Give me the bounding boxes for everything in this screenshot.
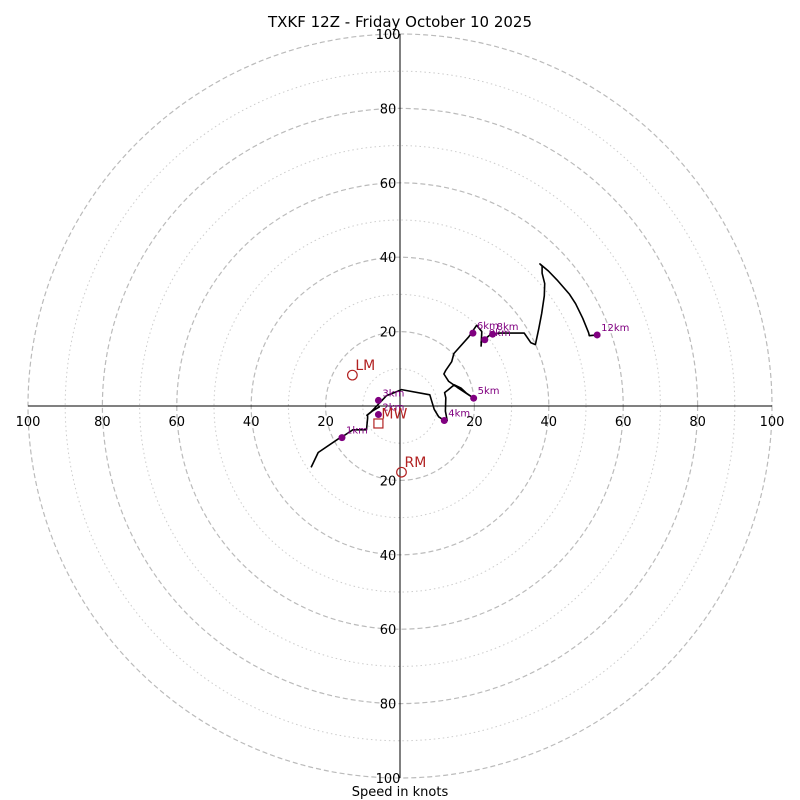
tick-left-60: 60 [169, 415, 186, 430]
storm-motion-mw-label: MW [381, 406, 407, 422]
axis-ticks: 100 80 60 40 20 20 40 60 80 100 20 40 60 80 100 20 40 60 8… [16, 28, 785, 787]
tick-top-20: 20 [380, 326, 397, 341]
height-label-2km: 2km [382, 403, 404, 414]
height-label-12km: 12km [601, 323, 629, 334]
tick-right-20: 20 [466, 415, 483, 430]
storm-motion-markers: LM RM MW [346, 358, 426, 478]
storm-motion-lm-marker [346, 369, 358, 381]
tick-left-100: 100 [16, 415, 41, 430]
tick-bottom-20: 20 [380, 474, 397, 489]
height-label-9km: 9km [489, 328, 511, 339]
axes [28, 34, 772, 778]
height-marker-8km [489, 330, 497, 338]
tick-bottom-100: 100 [376, 772, 401, 787]
chart-title: TXKF 12Z - Friday October 10 2025 [267, 13, 532, 31]
tick-top-40: 40 [380, 251, 397, 266]
height-label-5km: 5km [478, 386, 500, 397]
tick-left-80: 80 [94, 415, 111, 430]
height-marker-4km [440, 417, 448, 425]
height-label-4km: 4km [448, 409, 470, 420]
height-marker-1km [338, 434, 346, 442]
height-label-8km: 8km [497, 322, 519, 333]
height-marker-6km [469, 329, 477, 337]
tick-left-40: 40 [243, 415, 260, 430]
tick-right-100: 100 [760, 415, 785, 430]
tick-bottom-40: 40 [380, 549, 397, 564]
storm-motion-mw-marker [373, 418, 384, 429]
tick-top-100: 100 [376, 28, 401, 43]
hodograph-trace [310, 263, 598, 468]
storm-motion-rm-label: RM [404, 455, 426, 471]
storm-motion-rm-marker [396, 466, 407, 478]
hodograph-trace-group [310, 263, 598, 468]
height-marker-3km [374, 396, 382, 404]
tick-right-60: 60 [615, 415, 632, 430]
height-marker-9km [481, 336, 489, 344]
height-marker-2km [374, 411, 382, 419]
height-label-3km: 3km [382, 388, 404, 399]
tick-bottom-60: 60 [380, 623, 397, 638]
tick-right-80: 80 [689, 415, 706, 430]
tick-right-40: 40 [541, 415, 558, 430]
height-label-1km: 1km [346, 426, 368, 437]
tick-top-80: 80 [380, 102, 397, 117]
height-label-6km: 6km [477, 321, 499, 332]
tick-top-60: 60 [380, 177, 397, 192]
height-marker-5km [470, 394, 478, 402]
storm-motion-lm-label: LM [355, 358, 375, 374]
tick-bottom-80: 80 [380, 698, 397, 713]
height-marker-12km [593, 331, 601, 339]
tick-left-20: 20 [317, 415, 334, 430]
x-axis-label: Speed in knots [352, 785, 449, 800]
